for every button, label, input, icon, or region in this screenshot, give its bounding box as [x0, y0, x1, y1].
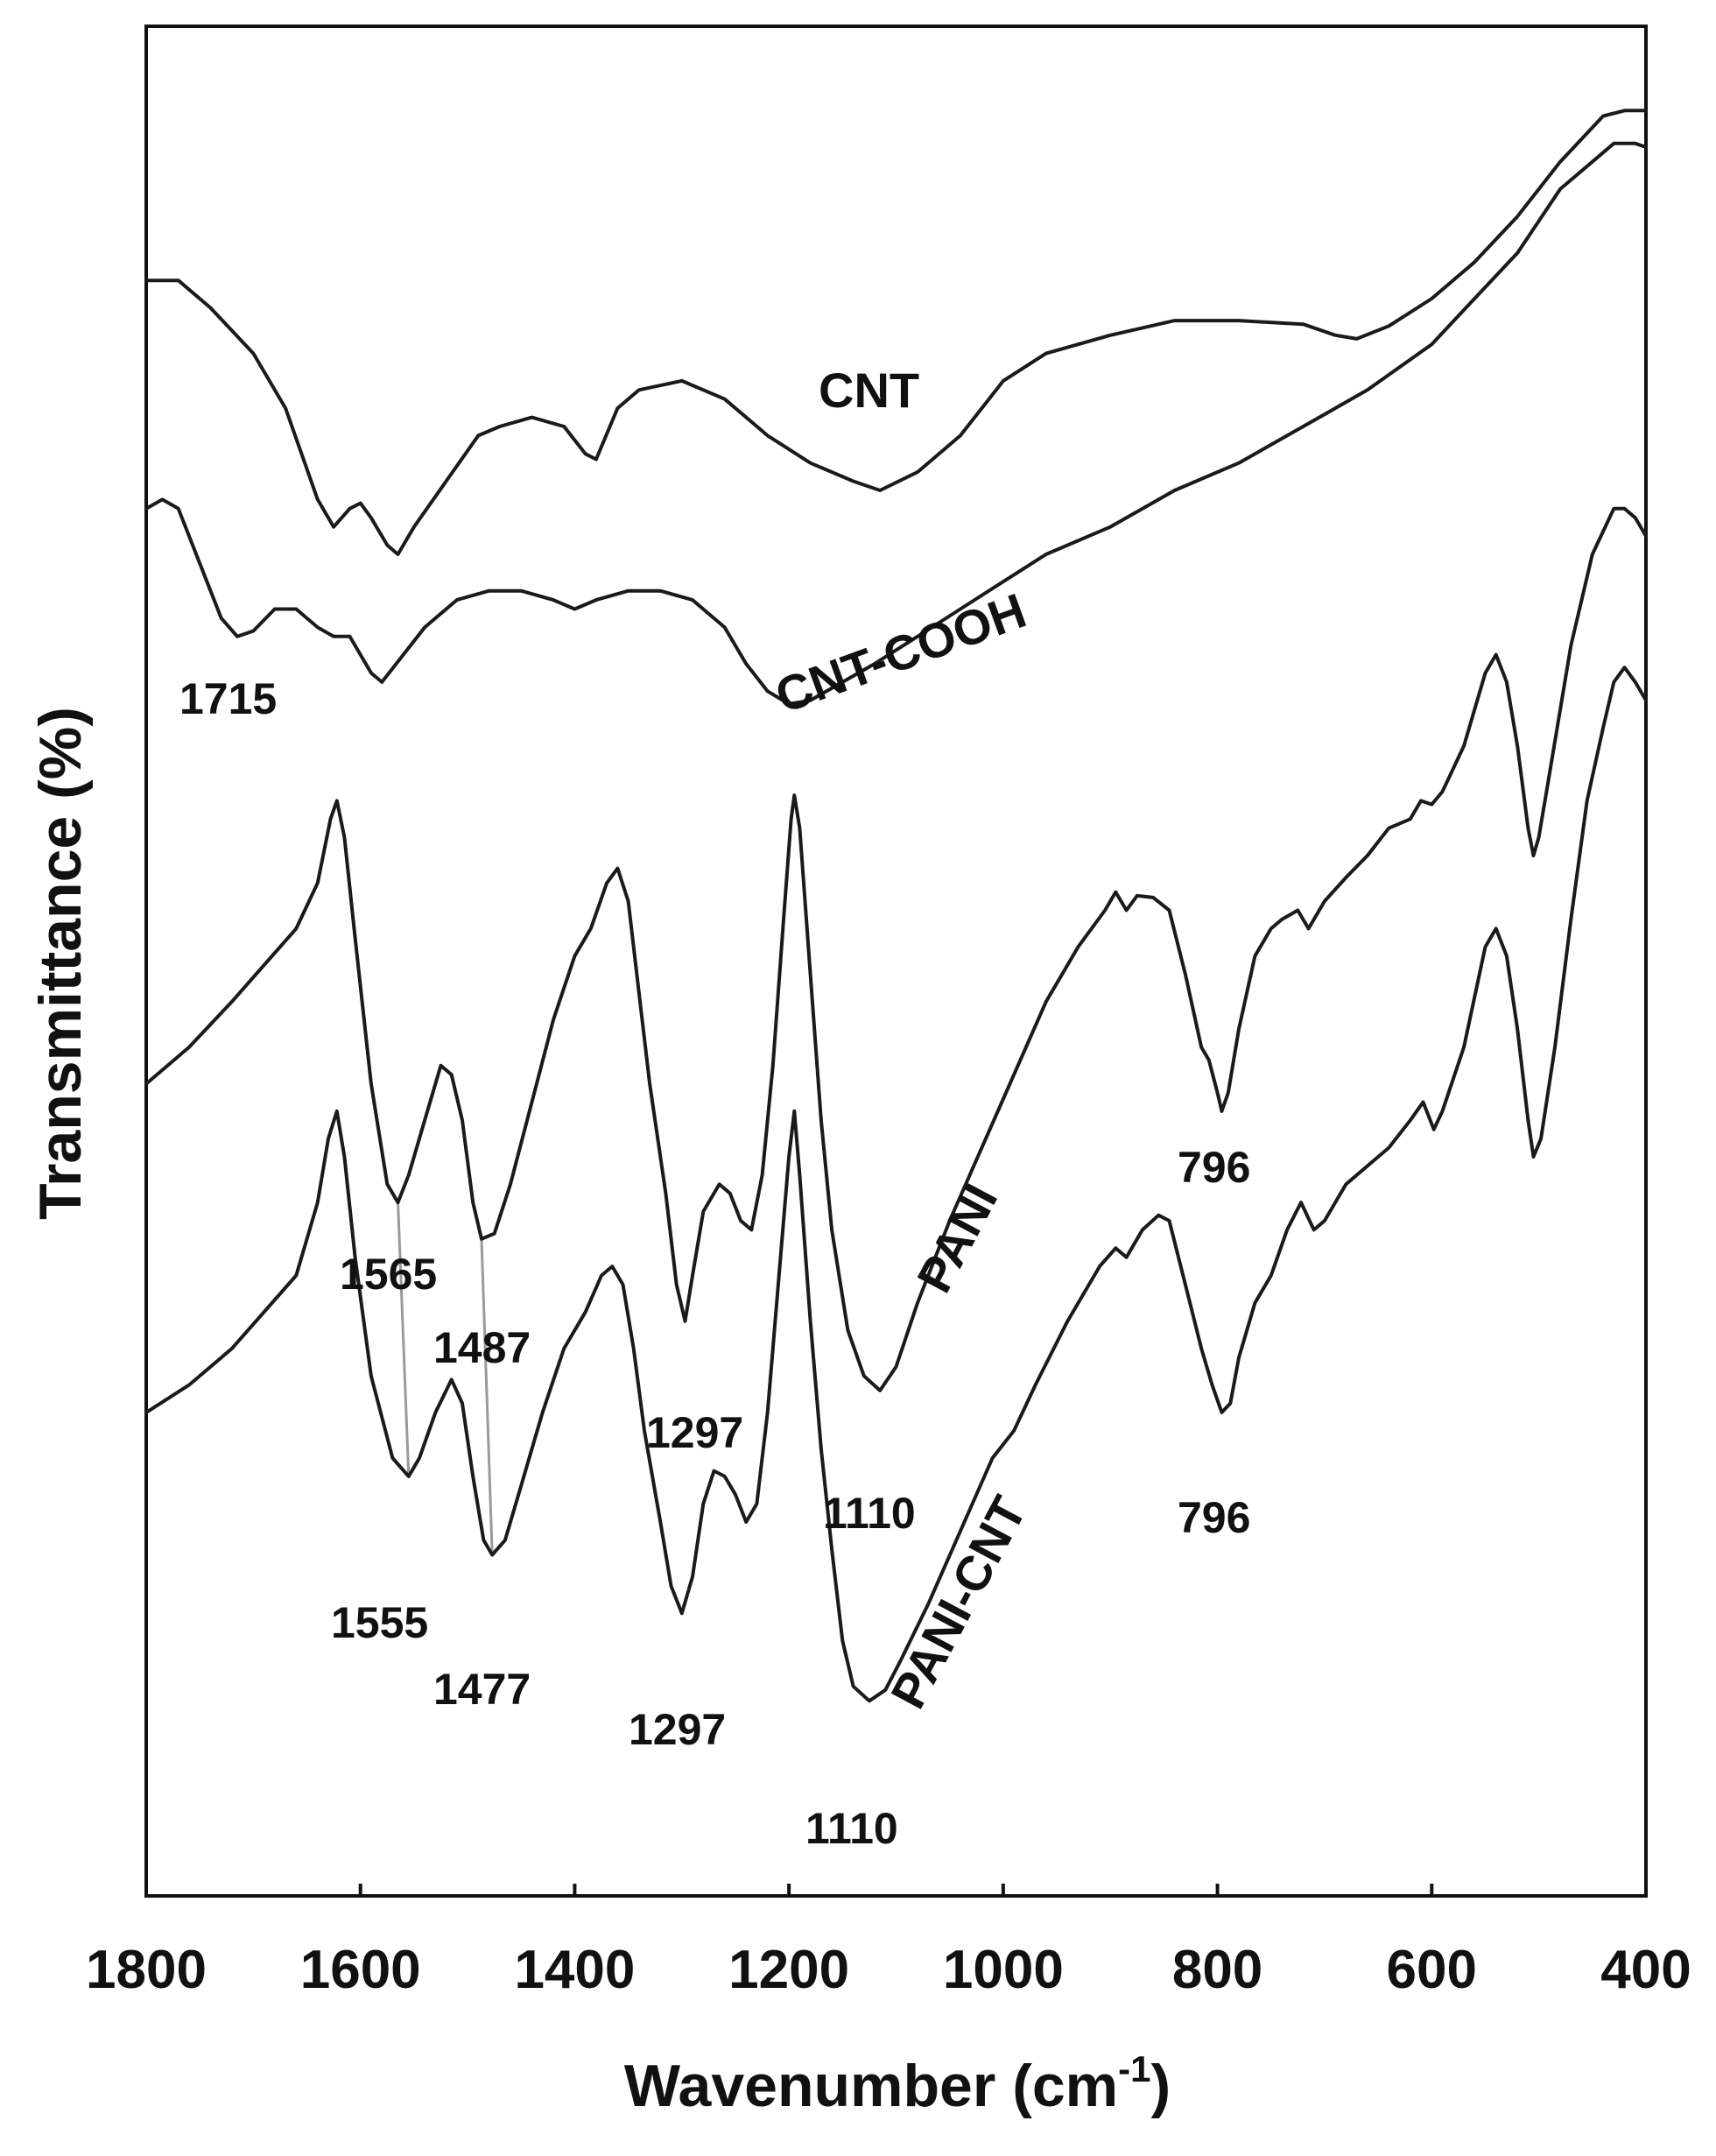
series-line-cnt-cooh: [144, 141, 1648, 706]
y-axis-title: Transmittance (%): [27, 707, 94, 1220]
peak-label: 1715: [179, 674, 277, 723]
x-axis-tick-labels: 1800 1600 1400 1200 1000 800 600 400: [86, 1940, 1691, 2000]
x-tick-label: 1200: [728, 1940, 849, 2000]
spectra: [144, 109, 1648, 1703]
peak-guide-line: [397, 1202, 411, 1476]
peak-label: 1297: [646, 1408, 743, 1457]
peak-label: 1565: [340, 1250, 437, 1299]
x-axis-ticks: [144, 1884, 1648, 1896]
peak-label: 1487: [433, 1323, 531, 1372]
peak-labels: 1715 1565 1487 1297 1110 796 1555 1477 1…: [179, 674, 1250, 1853]
peak-label: 1555: [331, 1598, 428, 1647]
series-line-cnt: [144, 109, 1648, 556]
peak-label: 1110: [823, 1489, 916, 1538]
peak-label: 1477: [433, 1665, 531, 1714]
peak-label: 1110: [805, 1804, 898, 1853]
x-tick-label: 1600: [300, 1940, 421, 2000]
x-tick-label: 1400: [514, 1940, 635, 2000]
plot-frame: [144, 25, 1648, 1898]
peak-label: 796: [1178, 1493, 1250, 1542]
peak-guides: [397, 1202, 494, 1555]
x-tick-label: 800: [1172, 1940, 1262, 2000]
x-tick-label: 1000: [943, 1940, 1064, 2000]
peak-guide-line: [480, 1238, 494, 1555]
x-tick-label: 600: [1387, 1940, 1477, 2000]
series-line-pani-cnt: [144, 666, 1648, 1703]
series-label-cnt-cooh: CNT-COOH: [769, 582, 1033, 723]
series-label-cnt: CNT: [819, 363, 919, 418]
x-tick-label: 1800: [86, 1940, 207, 2000]
peak-label: 796: [1178, 1143, 1250, 1192]
x-axis-title-main: Wavenumber (cm: [624, 2053, 1118, 2119]
peak-label: 1297: [629, 1705, 726, 1754]
series-line-pani: [144, 506, 1648, 1392]
x-axis-title: Wavenumber (cm-1): [624, 2048, 1171, 2119]
x-axis-title-superscript: -1: [1118, 2048, 1150, 2089]
x-axis-title-close: ): [1151, 2053, 1171, 2119]
series-label-pani: PANI: [906, 1175, 1008, 1301]
x-tick-label: 400: [1600, 1940, 1691, 2000]
